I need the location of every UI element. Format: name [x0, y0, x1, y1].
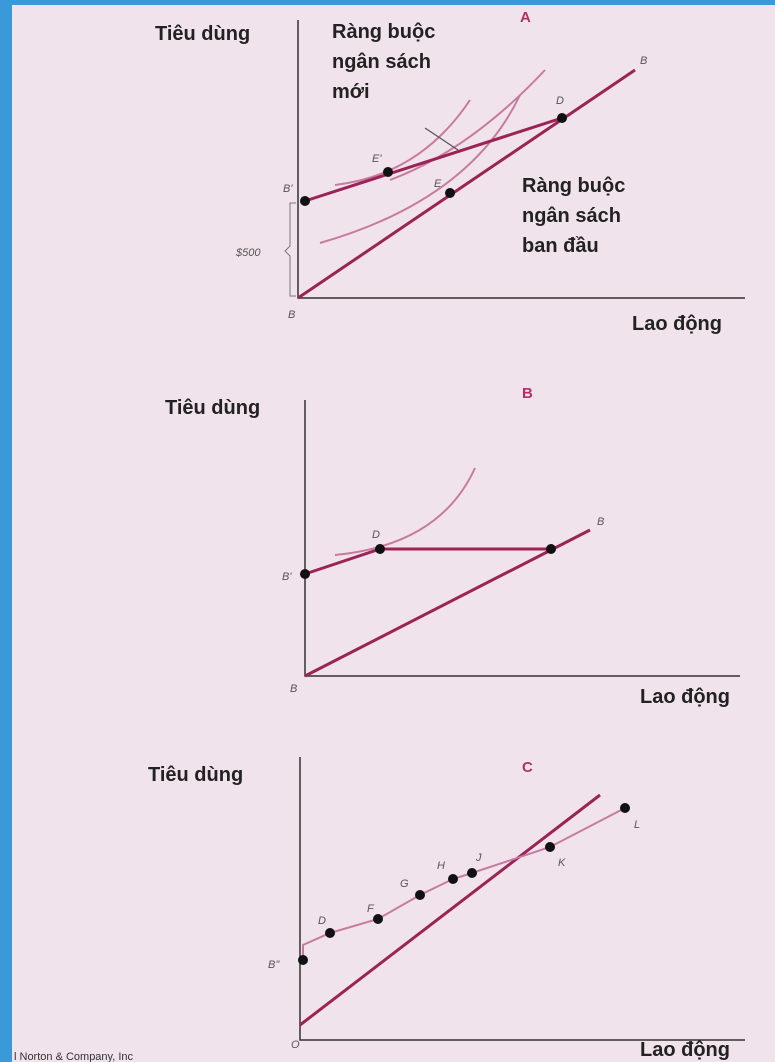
point [298, 955, 308, 965]
y-label: Tiêu dùng [148, 764, 243, 786]
brace [284, 202, 296, 297]
footer: l Norton & Company, Inc [14, 1051, 134, 1062]
point-label: D [318, 915, 326, 927]
x-label: Lao động [632, 313, 722, 335]
point [445, 188, 455, 198]
point [325, 928, 335, 938]
point-label: B [597, 516, 604, 528]
point [375, 544, 385, 554]
point-label: B' [283, 183, 293, 195]
point-label: K [558, 857, 566, 869]
point-label: B [288, 309, 295, 321]
point [300, 196, 310, 206]
point-label: L [634, 819, 640, 831]
point [383, 167, 393, 177]
x-label: Lao động [640, 686, 730, 708]
indifference-curve [389, 69, 546, 181]
point-label: B" [268, 959, 280, 971]
amount: $500 [235, 247, 261, 259]
point [546, 544, 556, 554]
x-label: Lao động [640, 1039, 730, 1061]
point-label: G [400, 878, 409, 890]
panel-c: Tiêu dùng C O B" D F G H J K L Lao động [148, 757, 745, 1061]
panel-letter: B [522, 385, 533, 402]
indifference-curve [334, 99, 471, 186]
panel-a: Tiêu dùng Ràng buộc ngân sách mới Ràng b… [155, 9, 745, 335]
y-label: Tiêu dùng [155, 23, 250, 45]
point-label: F [367, 903, 375, 915]
label: ngân sách [522, 205, 621, 227]
pointer [424, 127, 459, 151]
point [467, 868, 477, 878]
point-label: D [556, 95, 564, 107]
point-label: D [372, 529, 380, 541]
axes [299, 757, 745, 1041]
point [545, 842, 555, 852]
point [557, 113, 567, 123]
indifference-curve [319, 94, 521, 244]
budget-line [299, 793, 601, 1027]
point-label: O [291, 1039, 300, 1051]
original-budget [304, 528, 591, 678]
border-left [0, 0, 12, 1062]
panel-letter: A [520, 9, 531, 26]
point-label: E [434, 178, 442, 190]
indifference-curve [334, 467, 476, 556]
label: Ràng buộc [332, 21, 435, 43]
point-label: E' [372, 153, 382, 165]
point [620, 803, 630, 813]
y-label: Tiêu dùng [165, 397, 260, 419]
point-label: B [640, 55, 647, 67]
point-label: J [475, 852, 482, 864]
label: Ràng buộc [522, 175, 625, 197]
panel-letter: C [522, 759, 533, 776]
label: ngân sách [332, 51, 431, 73]
label: ban đầu [522, 235, 599, 257]
point [415, 890, 425, 900]
point [300, 569, 310, 579]
point-label: H [437, 860, 445, 872]
border-top [0, 0, 775, 5]
point-label: B' [282, 571, 292, 583]
point [373, 914, 383, 924]
label: mới [332, 81, 370, 103]
original-budget [297, 68, 636, 300]
new-budget [304, 116, 563, 203]
point-label: B [290, 683, 297, 695]
point [448, 874, 458, 884]
panel-b: Tiêu dùng B B B B' D Lao động [165, 385, 740, 708]
